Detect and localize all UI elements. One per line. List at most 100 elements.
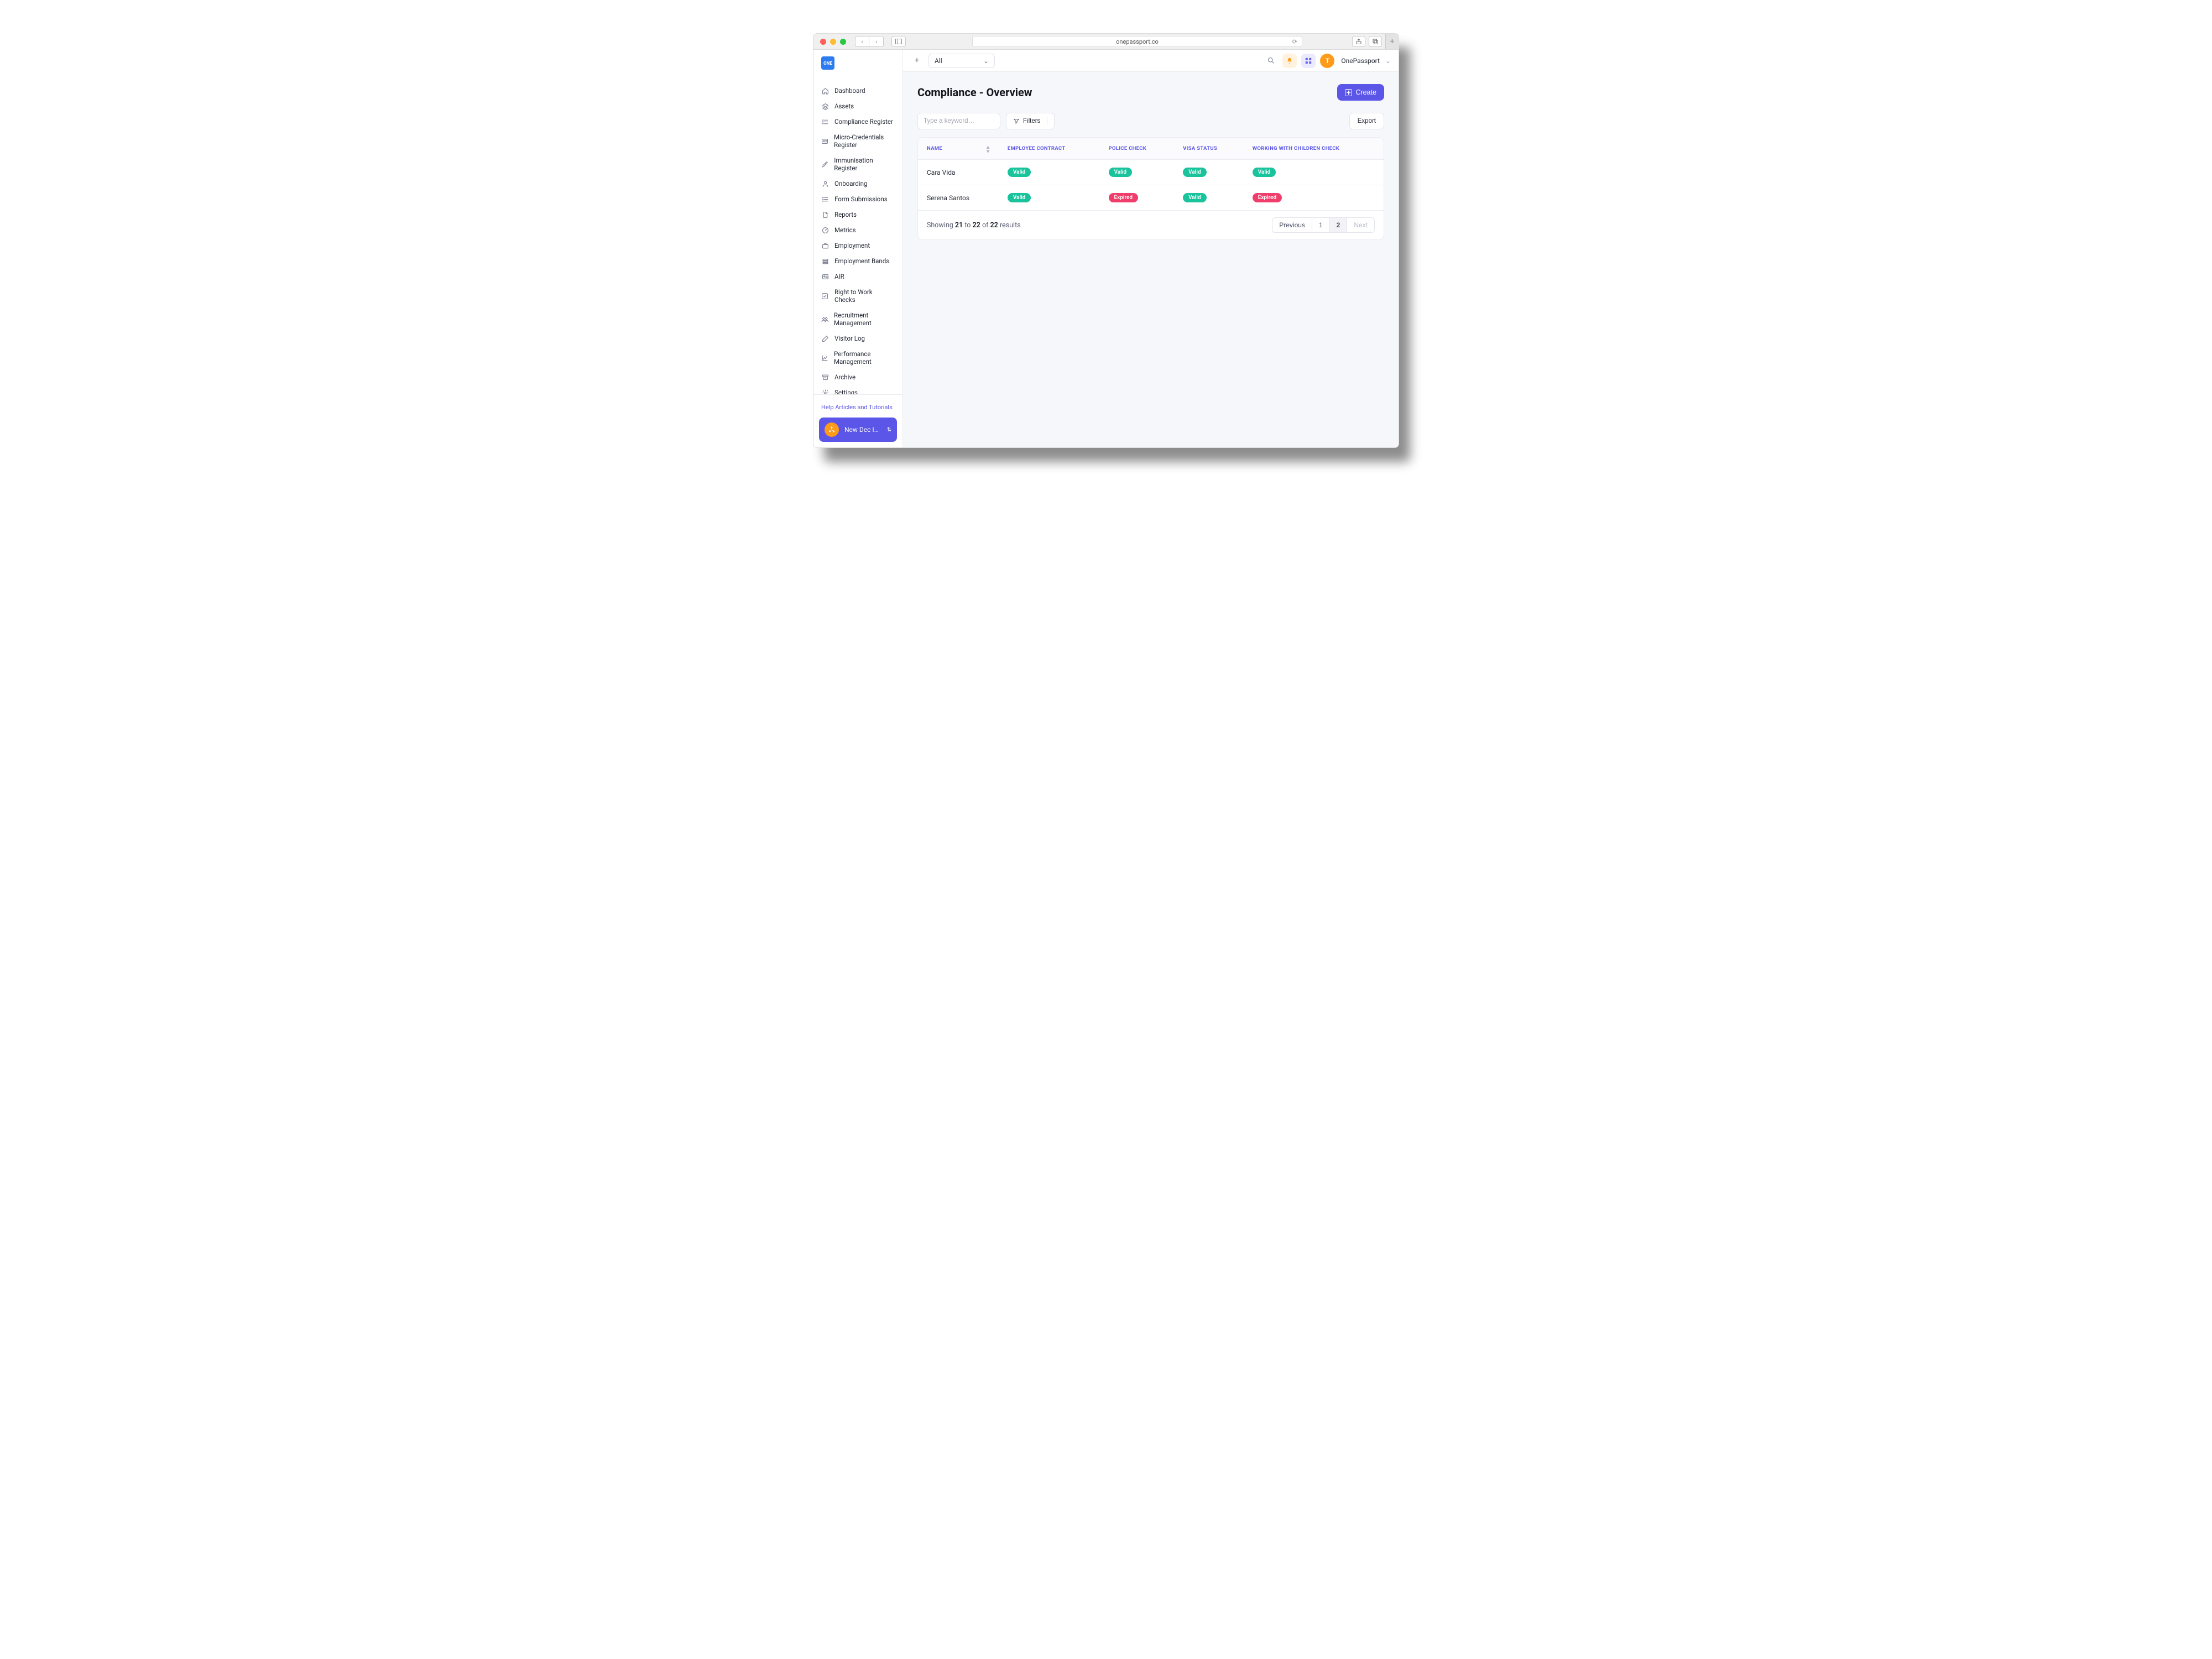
sidebar-item-right-to-work-checks[interactable]: Right to Work Checks [813, 284, 902, 307]
sidebar-item-label: Assets [834, 102, 854, 110]
cell-status: Valid [1174, 160, 1244, 185]
layers-icon [821, 102, 829, 110]
minimize-window-icon[interactable] [830, 39, 836, 45]
share-button[interactable] [1352, 36, 1365, 47]
sidebar-item-label: Dashboard [834, 87, 865, 95]
sidebar-item-label: Employment [834, 242, 870, 249]
user-avatar[interactable]: T [1320, 54, 1334, 68]
column-header[interactable]: POLICE CHECK [1100, 138, 1175, 160]
sidebar-item-micro-credentials-register[interactable]: Micro-Credentials Register [813, 129, 902, 153]
notifications-button[interactable] [1282, 54, 1297, 68]
apps-button[interactable] [1301, 54, 1316, 68]
pagination: Previous12Next [1272, 217, 1375, 233]
column-header[interactable]: NAME▲▼ [918, 138, 999, 160]
create-button[interactable]: Create [1337, 84, 1384, 101]
sidebar-item-employment-bands[interactable]: Employment Bands [813, 253, 902, 269]
fullscreen-window-icon[interactable] [840, 39, 846, 45]
sidebar-item-form-submissions[interactable]: Form Submissions [813, 191, 902, 207]
sort-icon[interactable]: ▲▼ [985, 145, 991, 154]
url-text: onepassport.co [1116, 38, 1159, 45]
sidebar-item-label: Settings [834, 389, 858, 394]
scope-select[interactable]: All [928, 54, 995, 68]
tabs-button[interactable] [1369, 36, 1382, 47]
sidebar-item-label: Right to Work Checks [834, 288, 895, 304]
column-header[interactable]: WORKING WITH CHILDREN CHECK [1244, 138, 1384, 160]
sidebar-item-immunisation-register[interactable]: Immunisation Register [813, 153, 902, 176]
app-logo[interactable]: ONE [821, 56, 834, 70]
sidebar-item-employment[interactable]: Employment [813, 238, 902, 253]
status-badge: Expired [1253, 193, 1282, 202]
table-row[interactable]: Serena SantosValidExpiredValidExpired [918, 185, 1384, 211]
cell-status: Expired [1244, 185, 1384, 211]
users-icon [821, 315, 828, 323]
results-summary: Showing 21 to 22 of 22 results [927, 221, 1021, 229]
sidebar-item-dashboard[interactable]: Dashboard [813, 83, 902, 98]
forward-button[interactable]: › [869, 36, 884, 47]
sidebar-item-label: Recruitment Management [834, 311, 895, 327]
sidebar-item-metrics[interactable]: Metrics [813, 222, 902, 238]
sidebar-item-onboarding[interactable]: Onboarding [813, 176, 902, 191]
briefcase-icon [821, 242, 829, 249]
sidebar-item-recruitment-management[interactable]: Recruitment Management [813, 307, 902, 331]
sidebar-item-visitor-log[interactable]: Visitor Log [813, 331, 902, 346]
pager-prev[interactable]: Previous [1272, 217, 1312, 233]
archive-icon [821, 373, 829, 381]
pen-icon [821, 335, 829, 342]
sidebar-item-compliance-register[interactable]: Compliance Register [813, 114, 902, 129]
traffic-lights [820, 39, 846, 45]
sidebar-item-performance-management[interactable]: Performance Management [813, 346, 902, 369]
cell-name: Cara Vida [918, 160, 999, 185]
sidebar-item-settings[interactable]: Settings [813, 385, 902, 394]
table-row[interactable]: Cara VidaValidValidValidValid [918, 160, 1384, 185]
panel-icon [895, 39, 902, 44]
gauge-icon [821, 226, 829, 234]
new-tab-button[interactable]: + [1385, 34, 1399, 49]
check-icon [821, 292, 829, 300]
url-bar[interactable]: onepassport.co ⟳ [972, 36, 1302, 47]
pager-page[interactable]: 2 [1329, 217, 1347, 233]
cell-status: Valid [999, 185, 1100, 211]
pager-page[interactable]: 1 [1312, 217, 1329, 233]
sidebar-item-air[interactable]: AIR [813, 269, 902, 284]
close-window-icon[interactable] [820, 39, 826, 45]
sidebar-item-label: Immunisation Register [834, 156, 895, 172]
id-icon [821, 137, 828, 145]
status-badge: Valid [1008, 193, 1031, 202]
industry-selector-button[interactable]: New Dec Indus… ⇅ [819, 418, 897, 442]
chevron-down-icon[interactable]: ⌄ [1385, 57, 1391, 65]
column-header[interactable]: EMPLOYEE CONTRACT [999, 138, 1100, 160]
sidebar: ONE Dashboard Assets Compliance RegisterMi… [813, 50, 903, 447]
search-input[interactable] [917, 113, 1000, 129]
list-icon [821, 118, 829, 126]
sidebar-item-archive[interactable]: Archive [813, 369, 902, 385]
help-link[interactable]: Help Articles and Tutorials [819, 401, 897, 418]
sidebar-item-label: Form Submissions [834, 195, 888, 203]
cell-status: Valid [999, 160, 1100, 185]
user-icon [821, 180, 829, 187]
status-badge: Expired [1109, 193, 1138, 202]
sidebar-item-assets[interactable]: Assets [813, 98, 902, 114]
refresh-icon[interactable]: ⟳ [1292, 38, 1297, 45]
back-button[interactable]: ‹ [855, 36, 869, 47]
page-title: Compliance - Overview [917, 86, 1032, 99]
industry-label: New Dec Indus… [844, 426, 881, 434]
gear-icon [821, 389, 829, 394]
status-badge: Valid [1183, 168, 1206, 177]
sidebar-toggle-button[interactable] [891, 36, 906, 47]
list-icon [821, 195, 829, 203]
stack-icon [821, 257, 829, 265]
chart-icon [821, 354, 828, 362]
search-icon[interactable] [1264, 54, 1278, 68]
filter-icon [1013, 118, 1020, 124]
sidebar-item-label: Reports [834, 211, 857, 218]
column-header[interactable]: VISA STATUS [1174, 138, 1244, 160]
industry-icon [825, 422, 839, 437]
filters-button[interactable]: Filters [1006, 113, 1055, 129]
status-badge: Valid [1183, 193, 1206, 202]
sidebar-item-label: Archive [834, 373, 855, 381]
sidebar-item-reports[interactable]: Reports [813, 207, 902, 222]
cell-status: Valid [1244, 160, 1384, 185]
filters-label: Filters [1023, 118, 1040, 124]
export-button[interactable]: Export [1349, 113, 1384, 129]
add-button[interactable]: + [911, 55, 923, 67]
